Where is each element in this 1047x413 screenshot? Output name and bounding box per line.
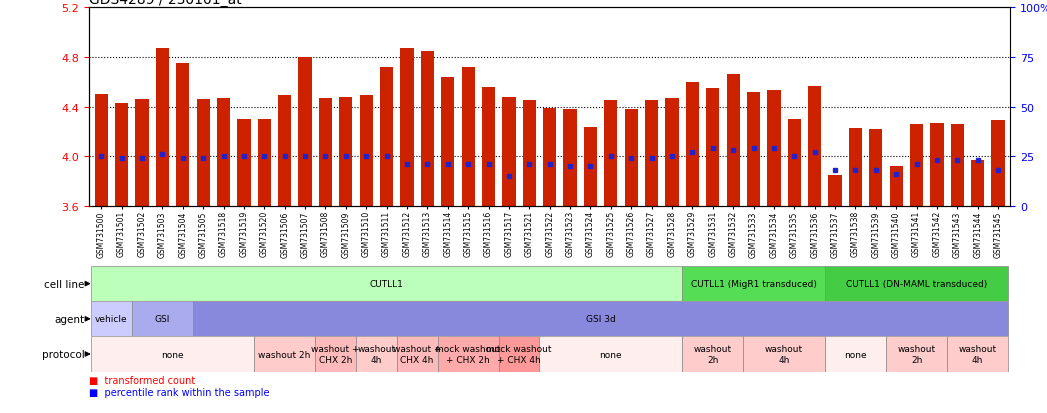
Bar	[132, 301, 193, 337]
Text: none: none	[161, 350, 184, 358]
Bar	[543, 109, 556, 206]
Bar	[315, 337, 356, 372]
Bar	[563, 110, 577, 206]
Text: washout +
CHX 2h: washout + CHX 2h	[311, 344, 360, 364]
Text: washout +
CHX 4h: washout + CHX 4h	[393, 344, 442, 364]
Bar	[115, 104, 128, 206]
Bar	[683, 337, 743, 372]
Text: ■  percentile rank within the sample: ■ percentile rank within the sample	[89, 387, 269, 397]
Bar	[584, 127, 597, 206]
Bar	[972, 161, 984, 206]
Bar	[825, 266, 1008, 301]
Bar	[91, 266, 683, 301]
Bar	[438, 337, 498, 372]
Bar	[910, 125, 923, 206]
Bar	[522, 101, 536, 206]
Text: agent: agent	[54, 314, 85, 324]
Bar	[359, 96, 373, 206]
Bar	[441, 78, 454, 206]
Text: washout
4h: washout 4h	[959, 344, 997, 364]
Bar	[176, 64, 190, 206]
Bar	[849, 128, 862, 206]
Bar	[992, 121, 1005, 206]
Text: cell line: cell line	[44, 279, 85, 289]
Bar	[238, 120, 250, 206]
Bar	[886, 337, 948, 372]
Bar	[91, 337, 254, 372]
Bar	[931, 123, 943, 206]
Bar	[193, 301, 1008, 337]
Bar	[767, 91, 780, 206]
Text: none: none	[600, 350, 622, 358]
Text: GDS4289 / 230101_at: GDS4289 / 230101_at	[89, 0, 242, 7]
Text: GSI: GSI	[155, 315, 170, 323]
Bar	[258, 120, 271, 206]
Text: none: none	[844, 350, 867, 358]
Bar	[279, 96, 291, 206]
Bar	[706, 89, 719, 206]
Bar	[380, 68, 394, 206]
Text: CUTLL1: CUTLL1	[370, 280, 403, 288]
Bar	[397, 337, 438, 372]
Text: washout
2h: washout 2h	[897, 344, 936, 364]
Bar	[197, 100, 209, 206]
Bar	[787, 120, 801, 206]
Text: CUTLL1 (MigR1 transduced): CUTLL1 (MigR1 transduced)	[691, 280, 817, 288]
Bar	[683, 266, 825, 301]
Bar	[743, 337, 825, 372]
Bar	[808, 86, 821, 206]
Bar	[498, 337, 539, 372]
Bar	[869, 130, 883, 206]
Bar	[254, 337, 315, 372]
Bar	[400, 49, 414, 206]
Bar	[686, 83, 699, 206]
Bar	[825, 337, 886, 372]
Bar	[665, 99, 678, 206]
Text: vehicle: vehicle	[95, 315, 128, 323]
Text: protocol: protocol	[42, 349, 85, 359]
Bar	[482, 88, 495, 206]
Text: washout
4h: washout 4h	[765, 344, 803, 364]
Text: GSI 3d: GSI 3d	[585, 315, 616, 323]
Bar	[217, 99, 230, 206]
Text: ■  transformed count: ■ transformed count	[89, 375, 195, 385]
Bar	[503, 97, 515, 206]
Bar	[604, 101, 618, 206]
Bar	[91, 301, 132, 337]
Text: washout
2h: washout 2h	[694, 344, 732, 364]
Bar	[421, 52, 435, 206]
Bar	[539, 337, 683, 372]
Text: washout 2h: washout 2h	[259, 350, 311, 358]
Bar	[94, 95, 108, 206]
Bar	[828, 176, 842, 206]
Text: mock washout
+ CHX 2h: mock washout + CHX 2h	[436, 344, 500, 364]
Bar	[319, 99, 332, 206]
Text: mock washout
+ CHX 4h: mock washout + CHX 4h	[487, 344, 552, 364]
Bar	[339, 97, 353, 206]
Bar	[625, 110, 638, 206]
Bar	[298, 58, 312, 206]
Text: washout
4h: washout 4h	[357, 344, 396, 364]
Bar	[462, 68, 474, 206]
Bar	[948, 337, 1008, 372]
Bar	[156, 49, 169, 206]
Bar	[890, 167, 903, 206]
Bar	[727, 75, 740, 206]
Bar	[645, 101, 659, 206]
Bar	[135, 100, 149, 206]
Bar	[747, 93, 760, 206]
Bar	[356, 337, 397, 372]
Text: CUTLL1 (DN-MAML transduced): CUTLL1 (DN-MAML transduced)	[846, 280, 987, 288]
Bar	[951, 125, 964, 206]
